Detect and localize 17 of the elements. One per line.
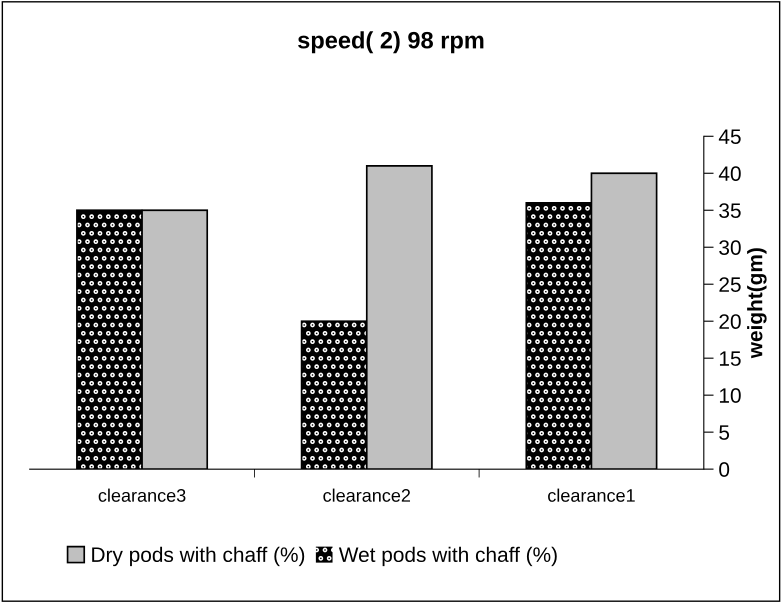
y-tick-label: 10: [720, 388, 741, 403]
x-tick-label: clearance2: [323, 488, 410, 502]
y-tick-label: 25: [719, 277, 741, 292]
y-axis-title: weight(gm): [747, 248, 767, 358]
legend-label: Dry pods with chaff (%): [92, 546, 304, 566]
y-tick-label: 45: [718, 129, 741, 144]
y-tick-label: 5: [719, 425, 730, 440]
y-tick-label: 15: [720, 351, 741, 366]
y-tick-label: 0: [719, 462, 730, 477]
x-tick-label: clearance3: [98, 488, 186, 502]
legend-label: Wet pods with chaff (%): [338, 546, 557, 566]
y-tick-label: 35: [719, 203, 741, 218]
y-tick-label: 20: [719, 314, 741, 329]
x-tick-label: clearance1: [548, 488, 635, 502]
y-tick-label: 30: [719, 240, 741, 255]
y-tick-label: 40: [718, 166, 741, 182]
chart-title: speed( 2) 98 rpm: [298, 31, 484, 54]
